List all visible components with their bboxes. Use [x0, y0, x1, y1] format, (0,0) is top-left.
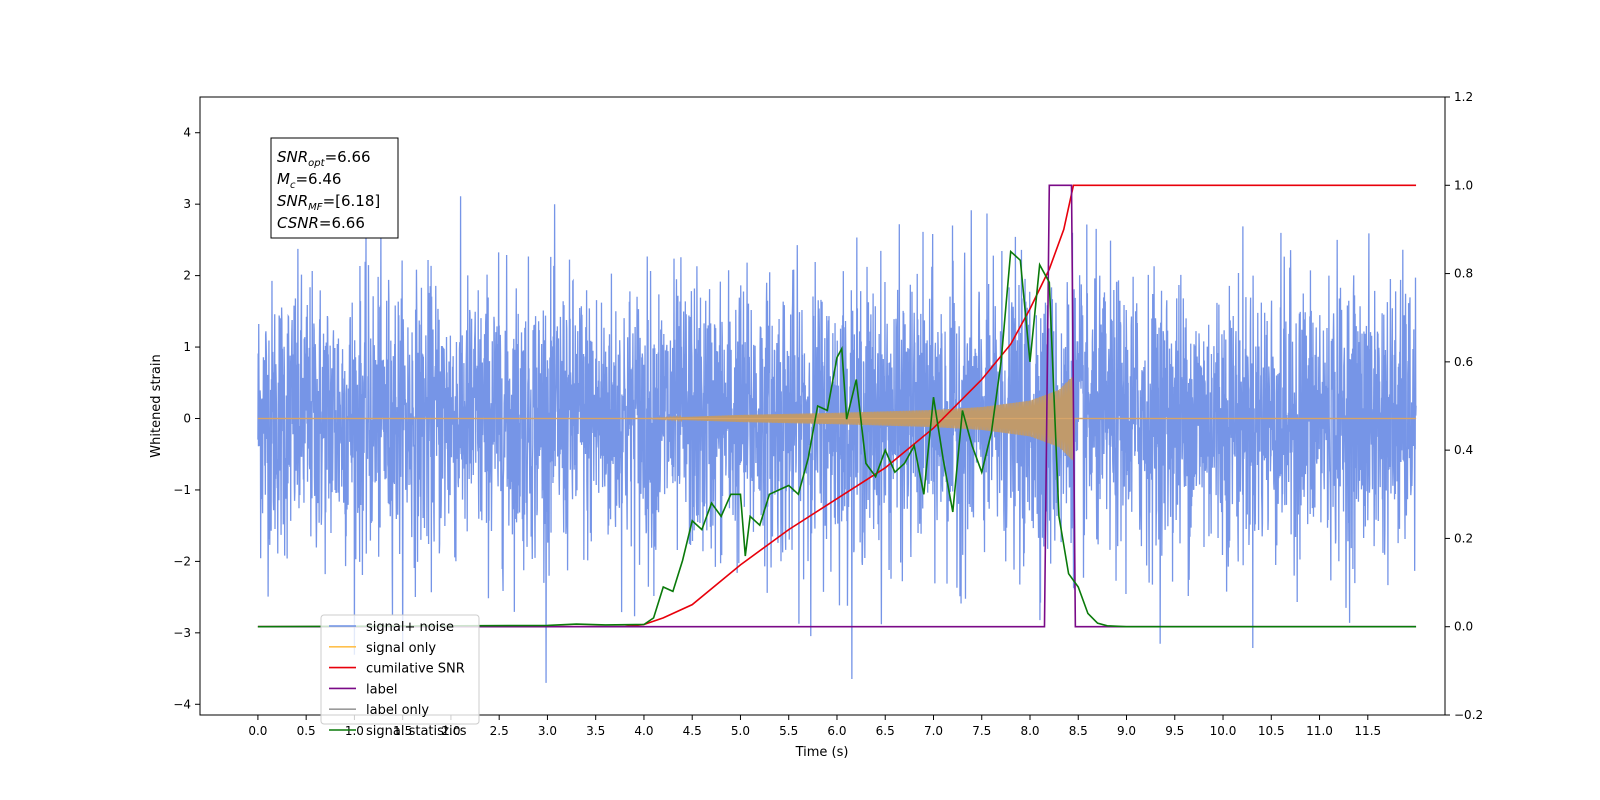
y-right-tick-label: 0.6 — [1454, 355, 1473, 369]
legend-item: signal+ noise — [329, 620, 454, 635]
series-signal-noise — [257, 196, 1417, 683]
y-right-tick-label: 0.0 — [1454, 620, 1473, 634]
x-tick-label: 3.0 — [538, 724, 557, 738]
annotation-line: SNRMF=[6.18] — [277, 192, 380, 213]
y-right-tick-label: 1.0 — [1454, 178, 1473, 192]
x-tick-label: 2.5 — [490, 724, 509, 738]
x-tick-label: 0.0 — [248, 724, 267, 738]
x-tick-label: 5.0 — [731, 724, 750, 738]
legend-label: signal statistics — [366, 724, 467, 739]
y-axis-left: −4 −3 −2 −1 0 1 2 3 4 — [173, 126, 200, 711]
y-right-tick-label: −0.2 — [1454, 708, 1483, 722]
y-tick-label: −4 — [173, 697, 191, 711]
y-tick-label: 0 — [183, 412, 191, 426]
legend-label: signal+ noise — [366, 620, 454, 635]
legend-label: signal only — [366, 641, 436, 656]
y-tick-label: 3 — [183, 197, 191, 211]
y-tick-label: 1 — [183, 340, 191, 354]
x-tick-label: 11.0 — [1306, 724, 1333, 738]
x-tick-label: 1.0 — [345, 724, 364, 738]
x-tick-label: 9.5 — [1165, 724, 1184, 738]
y-tick-label: −2 — [173, 554, 191, 568]
annotation-line: SNRopt=6.66 — [277, 148, 371, 169]
annotation-line: Mc=6.46 — [277, 170, 341, 191]
x-tick-label: 1.5 — [393, 724, 412, 738]
x-tick-label: 2.0 — [441, 724, 460, 738]
x-axis: 0.0 0.5 1.0 1.5 2.0 2.5 3.0 3.5 4.0 4.5 5.0 5.5 6.0 6… — [248, 715, 1381, 738]
x-tick-label: 10.5 — [1258, 724, 1285, 738]
series-signal-statistics — [257, 249, 1417, 628]
legend: signal+ noise signal only cumilative SNR la… — [320, 614, 480, 739]
x-tick-label: 11.5 — [1354, 724, 1381, 738]
legend-label: label — [366, 682, 397, 697]
x-tick-label: 4.5 — [683, 724, 702, 738]
x-tick-label: 3.5 — [586, 724, 605, 738]
x-tick-label: 5.5 — [779, 724, 798, 738]
plot-frame — [199, 96, 1446, 716]
x-tick-label: 10.0 — [1210, 724, 1237, 738]
annotation-frame — [270, 137, 399, 239]
series-signal-only — [257, 376, 1417, 461]
x-tick-label: 8.0 — [1020, 724, 1039, 738]
y-right-tick-label: 1.2 — [1454, 90, 1473, 104]
legend-item: cumilative SNR — [329, 662, 465, 677]
x-tick-label: 7.0 — [924, 724, 943, 738]
legend-item: label — [329, 682, 397, 697]
x-axis-label: Time (s) — [795, 745, 849, 760]
annotation-line: CSNR=6.66 — [277, 214, 365, 232]
legend-frame — [320, 614, 480, 725]
y-tick-label: 4 — [183, 126, 191, 140]
x-tick-label: 9.0 — [1117, 724, 1136, 738]
series-label — [257, 184, 1417, 628]
x-tick-label: 7.5 — [972, 724, 991, 738]
y-right-tick-label: 0.2 — [1454, 531, 1473, 545]
x-tick-label: 6.5 — [876, 724, 895, 738]
x-tick-label: 8.5 — [1069, 724, 1088, 738]
x-tick-label: 4.0 — [634, 724, 653, 738]
y-tick-label: −3 — [173, 626, 191, 640]
y-axis-right: −0.2 0.0 0.2 0.4 0.6 0.8 1.0 1.2 — [1445, 90, 1483, 722]
x-tick-label: 0.5 — [297, 724, 316, 738]
x-tick-label: 6.0 — [827, 724, 846, 738]
legend-item: signal statistics — [329, 724, 467, 739]
y-axis-label: Whitened strain — [149, 354, 164, 457]
plot-marks — [257, 184, 1417, 683]
y-tick-label: 2 — [183, 269, 191, 283]
legend-item: signal only — [329, 641, 436, 656]
legend-label: label only — [366, 703, 429, 718]
series-cumilative-snr — [257, 184, 1417, 628]
legend-label: cumilative SNR — [366, 662, 465, 677]
legend-item: label only — [329, 703, 429, 718]
y-right-tick-label: 0.4 — [1454, 443, 1473, 457]
y-right-tick-label: 0.8 — [1454, 267, 1473, 281]
y-tick-label: −1 — [173, 483, 191, 497]
